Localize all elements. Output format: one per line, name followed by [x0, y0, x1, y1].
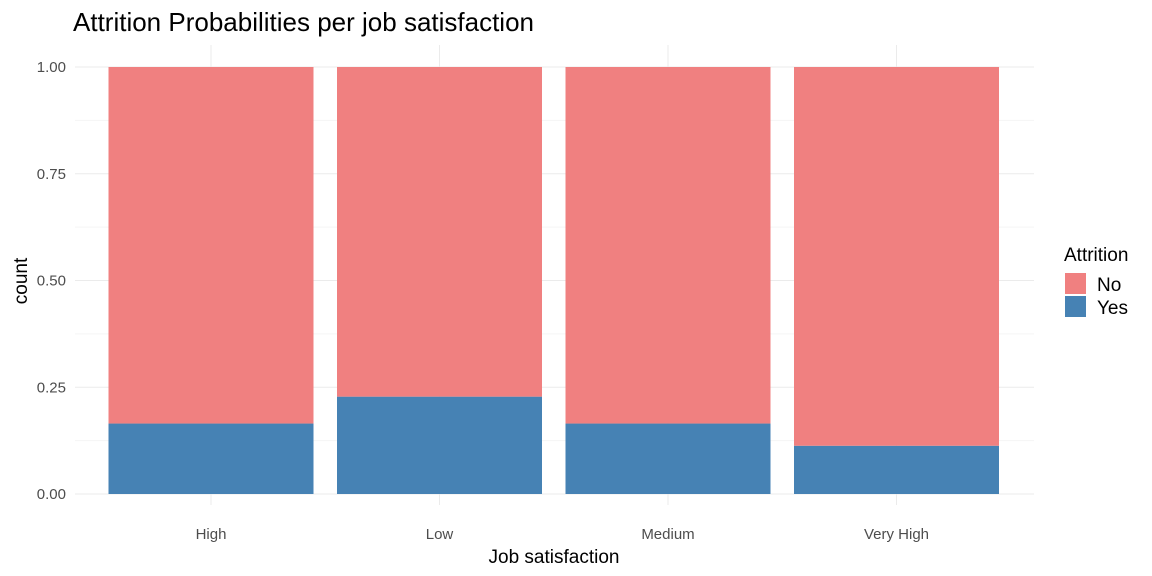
y-tick-label: 1.00: [37, 59, 66, 76]
bar-yes-very-high: [794, 445, 999, 494]
legend-title: Attrition: [1064, 245, 1128, 266]
x-tick-label: Very High: [864, 526, 929, 543]
y-axis-ticks: 0.00 0.25 0.50 0.75 1.00: [37, 59, 66, 503]
bars: [108, 67, 999, 494]
legend-key-no: [1065, 273, 1086, 294]
bar-no-very-high: [794, 67, 999, 446]
legend-label-yes: Yes: [1097, 298, 1128, 319]
bar-no-high: [108, 67, 314, 424]
bar-no-low: [337, 67, 542, 397]
y-tick-label: 0.00: [37, 486, 66, 503]
x-tick-label: Low: [426, 526, 454, 543]
bar-yes-low: [337, 396, 542, 494]
bar-yes-medium: [565, 423, 771, 494]
x-tick-label: Medium: [641, 526, 694, 543]
legend-label-no: No: [1097, 275, 1121, 296]
y-tick-label: 0.50: [37, 273, 66, 290]
x-tick-label: High: [196, 526, 227, 543]
y-axis-title: count: [11, 257, 32, 304]
y-tick-label: 0.75: [37, 166, 66, 183]
x-axis-ticks: High Low Medium Very High: [196, 526, 929, 543]
legend-key-yes: [1065, 296, 1086, 317]
bar-no-medium: [565, 67, 771, 424]
x-axis-title: Job satisfaction: [489, 547, 620, 568]
chart-title: Attrition Probabilities per job satisfac…: [73, 7, 534, 37]
bar-yes-high: [108, 423, 314, 494]
y-tick-label: 0.25: [37, 379, 66, 396]
